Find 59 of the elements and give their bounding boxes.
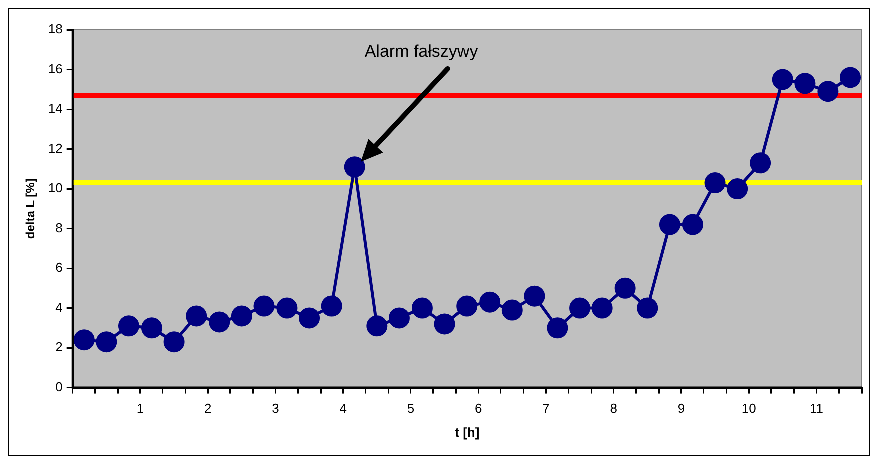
point (388, 308, 410, 329)
point (118, 316, 140, 337)
x-tick-label: 1 (136, 401, 144, 416)
point (727, 178, 748, 200)
y-tick-label: 16 (48, 61, 63, 76)
y-tick-label: 12 (48, 140, 63, 156)
point (840, 67, 862, 88)
point (704, 172, 726, 194)
x-tick-label: 6 (474, 401, 482, 416)
x-tick-label: 3 (272, 401, 280, 416)
point (164, 332, 185, 353)
point (412, 298, 433, 319)
y-tick-label: 10 (48, 180, 63, 196)
point (659, 214, 680, 236)
point (750, 152, 772, 174)
point (592, 298, 613, 319)
y-tick-label: 0 (56, 379, 63, 394)
point (254, 296, 275, 317)
x-axis-title: t [h] (455, 424, 480, 440)
annotation: Alarm fałszywy (364, 42, 479, 61)
y-tick-label: 8 (56, 220, 63, 236)
x-tick-label: 10 (742, 401, 756, 416)
point (209, 312, 230, 333)
point (570, 298, 591, 319)
point (434, 314, 456, 335)
point (299, 308, 320, 329)
y-tick-label: 6 (56, 260, 63, 276)
point (231, 306, 252, 327)
x-tick-label: 2 (204, 401, 212, 416)
point (794, 73, 816, 94)
point (682, 214, 704, 236)
point (141, 318, 162, 339)
point (524, 286, 546, 307)
x-tick-label: 4 (340, 401, 347, 416)
point (772, 69, 794, 90)
point (456, 296, 478, 317)
point (344, 156, 366, 178)
x-tick-label: 5 (407, 401, 415, 416)
x-tick-label: 7 (542, 401, 550, 416)
point (637, 298, 658, 319)
point (186, 306, 208, 327)
y-tick-label: 14 (48, 101, 63, 116)
point (321, 296, 342, 317)
point (480, 292, 501, 313)
point (818, 81, 839, 102)
y-tick-label: 2 (56, 340, 63, 355)
point (502, 300, 523, 321)
y-axis-title: delta L [%] (24, 178, 38, 240)
point (74, 330, 95, 351)
point (547, 318, 568, 339)
y-tick-label: 18 (48, 22, 63, 37)
point (366, 316, 388, 337)
x-tick-label: 8 (610, 401, 618, 416)
y-tick-label: 4 (56, 300, 63, 315)
point (614, 278, 636, 299)
point (276, 298, 298, 319)
x-tick-label: 11 (810, 401, 824, 416)
x-tick-label: 9 (678, 401, 686, 416)
point (96, 332, 118, 353)
